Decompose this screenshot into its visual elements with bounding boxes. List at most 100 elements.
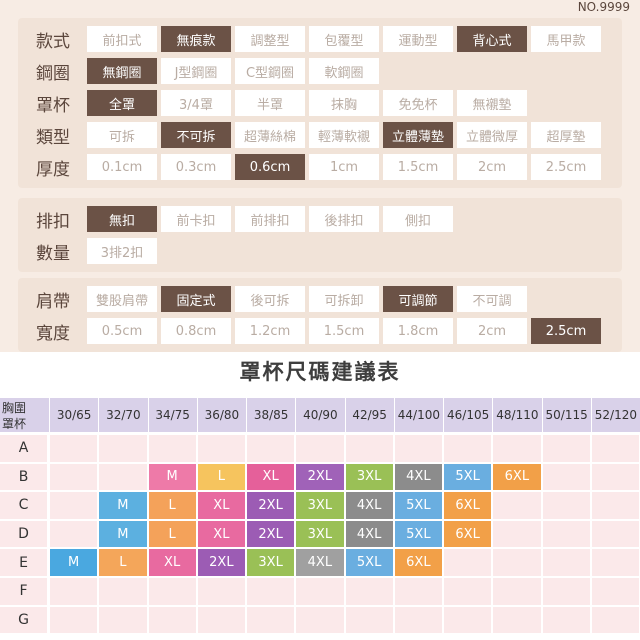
spec-option: 無扣: [87, 206, 157, 232]
empty-cell: [493, 520, 541, 548]
spec-option: 側扣: [383, 206, 453, 232]
size-cell: 5XL: [444, 463, 492, 491]
empty-cell: [444, 549, 492, 576]
spec-label: 罩杯: [36, 95, 70, 116]
size-cell: M: [50, 549, 98, 576]
spec-option: 2.5cm: [531, 318, 601, 344]
spec-option: 無襯墊: [457, 90, 527, 116]
column-header: 44/100: [393, 398, 443, 432]
spec-option: C型鋼圈: [235, 58, 305, 84]
cup-label: B: [0, 463, 47, 491]
empty-cell: [444, 578, 492, 605]
empty-cell: [394, 578, 442, 605]
spec-label: 數量: [36, 243, 70, 264]
spec-option: 1.5cm: [383, 154, 453, 180]
empty-cell: [148, 606, 196, 634]
spec-option: 後排扣: [309, 206, 379, 232]
size-cell: 2XL: [247, 520, 295, 548]
empty-cell: [247, 435, 295, 462]
empty-cell: [542, 492, 590, 519]
column-header: 32/70: [98, 398, 147, 432]
spec-option: 1.5cm: [309, 318, 379, 344]
empty-cell: [493, 549, 541, 576]
spec-option: J型鋼圈: [161, 58, 231, 84]
spec-option: 前卡扣: [161, 206, 231, 232]
spec-option: 不可調: [457, 286, 527, 312]
spec-option: 0.5cm: [87, 318, 157, 344]
empty-cell: [148, 578, 196, 605]
spec-option: 固定式: [161, 286, 231, 312]
table-title: 罩杯尺碼建議表: [239, 360, 401, 384]
spec-option: 超薄絲棉: [235, 122, 305, 148]
size-cell: 5XL: [394, 520, 442, 548]
empty-cell: [591, 578, 639, 605]
empty-cell: [50, 520, 98, 548]
size-cell: XL: [247, 463, 295, 491]
size-cell: 3XL: [296, 492, 344, 519]
size-cell: M: [99, 520, 147, 548]
column-header: 42/95: [344, 398, 394, 432]
size-cell: 6XL: [493, 463, 541, 491]
empty-cell: [493, 492, 541, 519]
cup-label: E: [0, 549, 47, 576]
size-cell: L: [148, 520, 196, 548]
empty-cell: [591, 435, 639, 462]
spec-option: 調整型: [235, 26, 305, 52]
spec-option: 馬甲款: [531, 26, 601, 52]
empty-cell: [542, 520, 590, 548]
spec-option: 立體薄墊: [383, 122, 453, 148]
empty-cell: [591, 520, 639, 548]
empty-cell: [591, 463, 639, 491]
product-no: NO.9999: [577, 0, 630, 14]
column-header: 34/75: [147, 398, 197, 432]
spec-option: 輕薄軟襯: [309, 122, 379, 148]
spec-option: 1.2cm: [235, 318, 305, 344]
spec-option: 抹胸: [309, 90, 379, 116]
table-header-bg: [0, 398, 640, 432]
size-cell: 3XL: [296, 520, 344, 548]
empty-cell: [542, 606, 590, 634]
size-cell: 6XL: [444, 492, 492, 519]
size-cell: 3XL: [247, 549, 295, 576]
cup-label: C: [0, 492, 47, 519]
spec-option: 背心式: [457, 26, 527, 52]
size-cell: 4XL: [296, 549, 344, 576]
size-cell: 6XL: [394, 549, 442, 576]
spec-option: 半罩: [235, 90, 305, 116]
spec-option: 前扣式: [87, 26, 157, 52]
empty-cell: [345, 578, 393, 605]
size-cell: L: [148, 492, 196, 519]
size-cell: 4XL: [394, 463, 442, 491]
empty-cell: [542, 578, 590, 605]
empty-cell: [50, 463, 98, 491]
empty-cell: [345, 435, 393, 462]
spec-option: 不可拆: [161, 122, 231, 148]
spec-option: 包覆型: [309, 26, 379, 52]
cup-label: A: [0, 435, 47, 462]
empty-cell: [345, 606, 393, 634]
empty-cell: [394, 435, 442, 462]
empty-cell: [296, 435, 344, 462]
spec-option: 0.3cm: [161, 154, 231, 180]
size-cell: 6XL: [444, 520, 492, 548]
empty-cell: [99, 463, 147, 491]
column-header: 48/110: [492, 398, 541, 432]
spec-option: 無痕款: [161, 26, 231, 52]
empty-cell: [296, 606, 344, 634]
size-cell: 4XL: [345, 492, 393, 519]
size-cell: 4XL: [345, 520, 393, 548]
spec-option: 無鋼圈: [87, 58, 157, 84]
spec-option: 1cm: [309, 154, 379, 180]
spec-option: 前排扣: [235, 206, 305, 232]
empty-cell: [444, 435, 492, 462]
empty-cell: [591, 606, 639, 634]
empty-cell: [99, 578, 147, 605]
empty-cell: [50, 606, 98, 634]
size-cell: M: [148, 463, 196, 491]
size-cell: 2XL: [296, 463, 344, 491]
size-cell: 2XL: [247, 492, 295, 519]
column-header: 30/65: [49, 398, 98, 432]
empty-cell: [197, 606, 245, 634]
column-header: 50/115: [541, 398, 591, 432]
